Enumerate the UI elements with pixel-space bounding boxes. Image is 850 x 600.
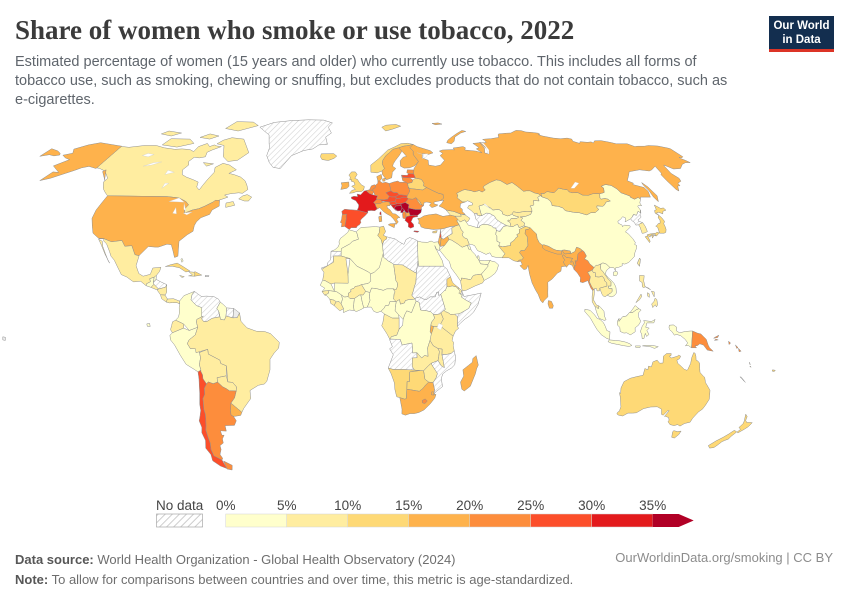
svg-text:20%: 20% (456, 498, 483, 513)
svg-text:35%: 35% (639, 498, 666, 513)
svg-text:15%: 15% (395, 498, 422, 513)
svg-text:25%: 25% (517, 498, 544, 513)
svg-text:30%: 30% (578, 498, 605, 513)
svg-text:10%: 10% (334, 498, 361, 513)
svg-text:0%: 0% (216, 498, 236, 513)
svg-text:No data: No data (156, 498, 204, 513)
svg-text:5%: 5% (277, 498, 297, 513)
